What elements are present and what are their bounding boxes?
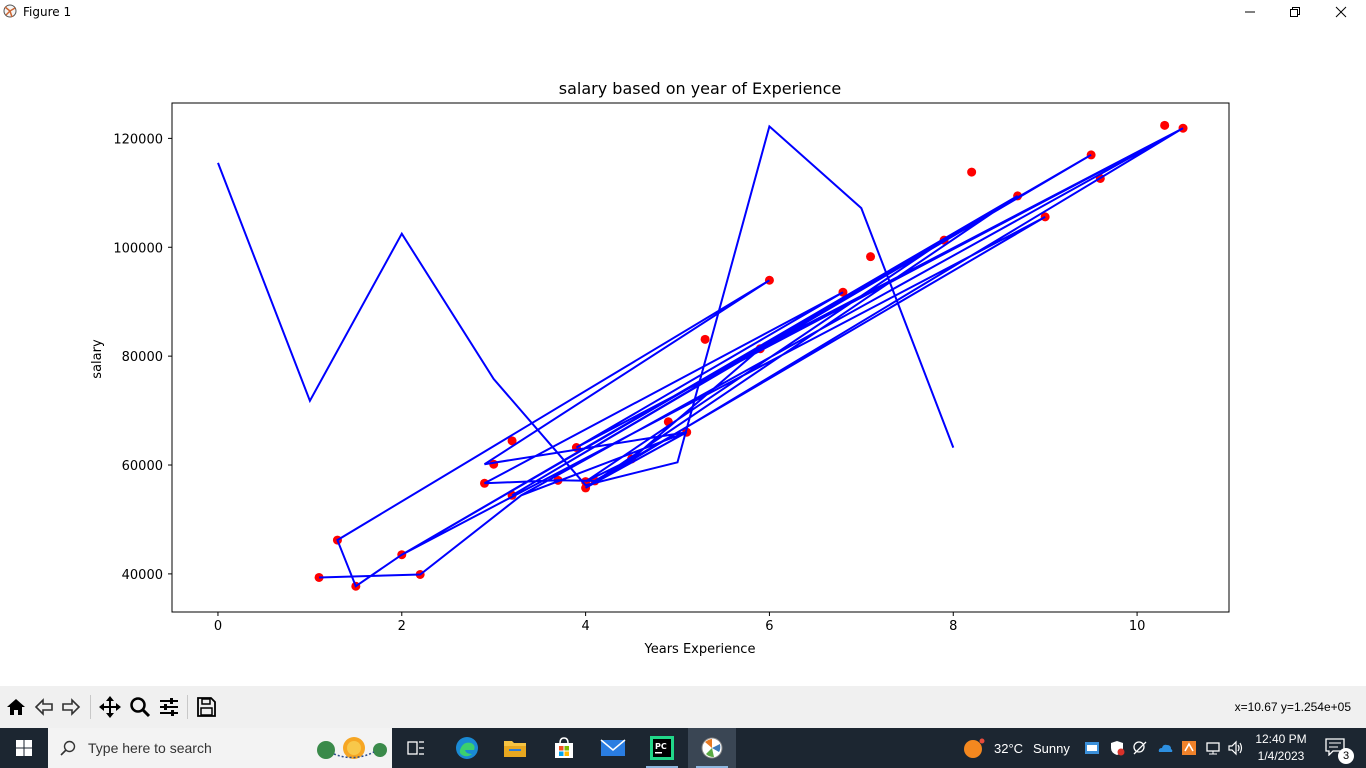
- app-tray-icon[interactable]: [1181, 740, 1197, 756]
- taskbar-mail[interactable]: [589, 728, 637, 768]
- windows-logo-icon: [16, 740, 32, 756]
- forward-button[interactable]: [58, 694, 84, 720]
- pycharm-icon: PC: [650, 736, 674, 760]
- weather-icon: [964, 738, 985, 758]
- save-icon: [197, 697, 216, 717]
- pan-button[interactable]: [97, 694, 123, 720]
- svg-text:PC: PC: [655, 742, 667, 751]
- scatter-point: [1160, 120, 1170, 130]
- network-tray-icon[interactable]: [1205, 740, 1221, 756]
- edge-icon: [456, 737, 478, 759]
- scatter-point: [507, 436, 517, 446]
- onedrive-tray-icon[interactable]: [1157, 740, 1173, 756]
- window-titlebar: Figure 1: [0, 0, 1366, 24]
- zoom-button[interactable]: [127, 694, 153, 720]
- matplotlib-icon: [701, 737, 723, 759]
- y-tick-label: 100000: [113, 241, 163, 256]
- y-axis-label: salary: [90, 339, 105, 379]
- taskbar-search-box[interactable]: Type here to search: [48, 728, 392, 768]
- minimize-icon: [1245, 11, 1255, 13]
- notification-button[interactable]: 3: [1322, 728, 1366, 768]
- x-tick-label: 10: [1129, 619, 1146, 634]
- volume-tray-icon[interactable]: [1228, 740, 1244, 756]
- close-icon: [1335, 6, 1347, 18]
- notification-icon: [1325, 738, 1345, 756]
- line-series-1: [217, 124, 955, 487]
- chart: salary based on year of Experience Years…: [90, 79, 1230, 657]
- clock-date: 1/4/2023: [1257, 749, 1305, 763]
- x-axis-label: Years Experience: [644, 642, 756, 657]
- x-tick-label: 6: [765, 619, 773, 634]
- cursor-coordinates: x=10.67 y=1.254e+05: [1234, 700, 1351, 714]
- y-tick-label: 60000: [122, 459, 163, 474]
- toolbar-separator: [187, 695, 188, 719]
- toolbar-separator: [90, 695, 91, 719]
- figure-canvas[interactable]: salary based on year of Experience Years…: [0, 24, 1366, 686]
- forward-icon: [62, 698, 81, 716]
- search-icon: [60, 740, 76, 756]
- notification-badge: 3: [1338, 748, 1354, 764]
- taskbar-python-figure[interactable]: [688, 728, 736, 768]
- x-tick-label: 2: [398, 619, 406, 634]
- search-highlight-icon: [317, 737, 387, 759]
- restore-button[interactable]: [1272, 0, 1318, 24]
- taskbar-file-explorer[interactable]: [491, 728, 539, 768]
- plot-area: [217, 120, 1188, 591]
- home-icon: [7, 699, 25, 715]
- weather-condition: Sunny: [1033, 741, 1070, 756]
- taskbar-clock[interactable]: 12:40 PM 1/4/2023: [1240, 731, 1322, 765]
- folder-icon: [504, 741, 526, 757]
- bluetooth-tray-icon[interactable]: [1132, 740, 1148, 756]
- scatter-point: [967, 167, 977, 177]
- taskbar-pycharm[interactable]: PC: [638, 728, 686, 768]
- taskbar-store[interactable]: [540, 728, 588, 768]
- home-button[interactable]: [3, 694, 29, 720]
- figure-toolbar: x=10.67 y=1.254e+05: [0, 686, 1366, 728]
- y-tick-label: 40000: [122, 568, 163, 583]
- start-button[interactable]: [0, 728, 48, 768]
- search-placeholder: Type here to search: [88, 740, 212, 756]
- x-tick-label: 0: [214, 619, 222, 634]
- close-button[interactable]: [1318, 0, 1364, 24]
- chart-title: salary based on year of Experience: [559, 79, 841, 98]
- configure-button[interactable]: [156, 694, 182, 720]
- line-series-2: [319, 127, 1184, 588]
- weather-temperature: 32°C: [994, 741, 1024, 756]
- scatter-point: [866, 252, 876, 262]
- scatter-point: [700, 334, 710, 344]
- save-button[interactable]: [193, 694, 219, 720]
- taskbar-edge[interactable]: [443, 728, 491, 768]
- window-title: Figure 1: [23, 5, 72, 19]
- app-icon: [3, 4, 17, 18]
- store-icon: [555, 737, 573, 758]
- back-button[interactable]: [31, 694, 57, 720]
- mail-icon: [600, 739, 626, 756]
- y-tick-label: 120000: [113, 132, 163, 147]
- zoom-icon: [130, 697, 151, 718]
- x-tick-label: 8: [949, 619, 957, 634]
- taskbar: Type here to search: [0, 728, 1366, 768]
- plot-frame: [171, 102, 1230, 613]
- keyboard-tray-icon[interactable]: [1084, 740, 1100, 756]
- task-view-button[interactable]: [392, 728, 440, 768]
- scatter-point: [314, 572, 324, 582]
- clock-time: 12:40 PM: [1255, 732, 1307, 746]
- scatter-point: [1086, 150, 1096, 160]
- scatter-point: [1178, 123, 1188, 133]
- restore-icon: [1290, 7, 1300, 17]
- pan-icon: [99, 696, 121, 718]
- task-view-icon: [407, 741, 424, 755]
- back-icon: [34, 698, 53, 716]
- configure-icon: [160, 698, 178, 716]
- security-tray-icon[interactable]: [1109, 740, 1125, 756]
- minimize-button[interactable]: [1227, 0, 1273, 24]
- y-tick-label: 80000: [122, 350, 163, 365]
- x-tick-label: 4: [581, 619, 589, 634]
